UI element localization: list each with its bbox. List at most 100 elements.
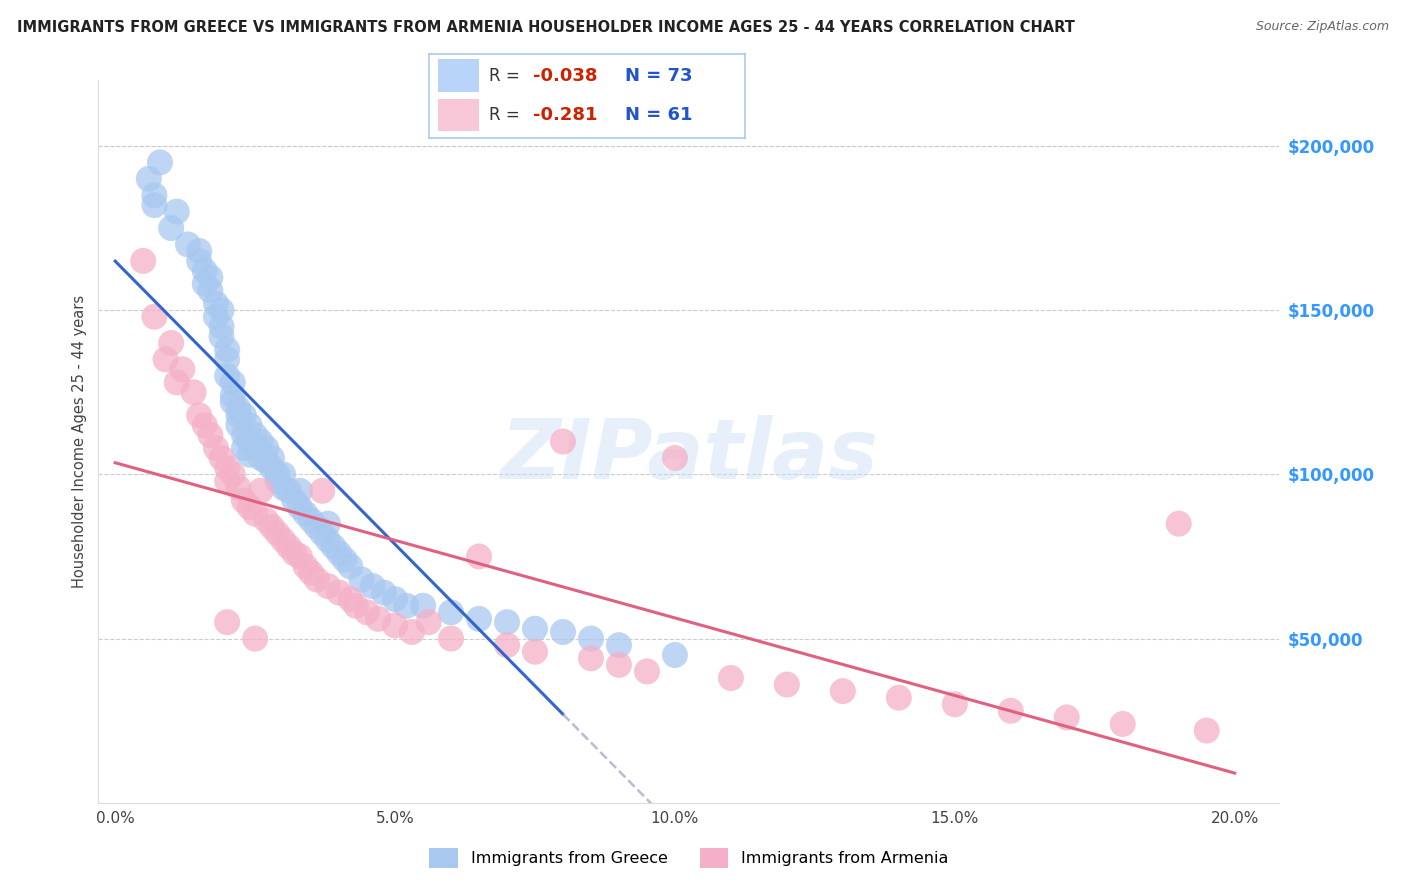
Point: [288, 500, 311, 515]
Point: [260, 450, 283, 465]
Point: [143, 310, 166, 324]
Point: [551, 625, 574, 640]
Point: [1000, 704, 1022, 718]
Point: [233, 409, 256, 423]
Point: [205, 441, 228, 455]
Point: [249, 434, 271, 449]
Point: [339, 559, 361, 574]
Point: [228, 418, 250, 433]
Point: [188, 409, 211, 423]
Point: [166, 204, 188, 219]
Y-axis label: Householder Income Ages 25 - 44 years: Householder Income Ages 25 - 44 years: [72, 295, 87, 588]
Point: [607, 657, 630, 672]
Point: [1167, 516, 1189, 531]
Point: [188, 244, 211, 258]
Point: [160, 221, 183, 235]
Point: [260, 520, 283, 534]
Point: [233, 441, 256, 455]
Point: [254, 454, 277, 468]
Point: [316, 579, 339, 593]
Point: [311, 483, 333, 498]
Point: [238, 500, 260, 515]
Point: [254, 513, 277, 527]
Point: [217, 615, 239, 630]
Point: [205, 310, 228, 324]
Point: [194, 277, 217, 291]
Point: [132, 253, 155, 268]
Text: ZIPatlas: ZIPatlas: [501, 416, 877, 497]
Point: [211, 319, 233, 334]
Point: [271, 481, 294, 495]
Point: [211, 450, 233, 465]
Point: [194, 418, 217, 433]
Point: [194, 264, 217, 278]
Text: N = 61: N = 61: [626, 106, 693, 124]
Point: [200, 270, 222, 285]
Point: [395, 599, 418, 613]
Point: [138, 171, 160, 186]
Point: [524, 645, 547, 659]
Point: [283, 546, 305, 560]
Point: [254, 441, 277, 455]
Point: [551, 434, 574, 449]
Point: [288, 549, 311, 564]
Point: [316, 533, 339, 547]
Point: [288, 483, 311, 498]
Point: [294, 559, 316, 574]
Point: [238, 448, 260, 462]
Point: [172, 362, 194, 376]
Point: [496, 638, 519, 652]
Point: [1056, 710, 1078, 724]
Point: [299, 566, 322, 580]
Point: [328, 546, 350, 560]
Point: [373, 585, 395, 599]
Point: [322, 540, 344, 554]
Point: [243, 441, 266, 455]
Point: [222, 395, 245, 409]
Point: [238, 418, 260, 433]
Point: [200, 284, 222, 298]
Point: [1112, 717, 1135, 731]
Point: [271, 467, 294, 482]
Point: [249, 483, 271, 498]
Point: [266, 526, 288, 541]
Point: [636, 665, 658, 679]
Point: [344, 599, 367, 613]
Point: [831, 684, 853, 698]
Point: [238, 434, 260, 449]
Point: [316, 516, 339, 531]
Text: IMMIGRANTS FROM GREECE VS IMMIGRANTS FROM ARMENIA HOUSEHOLDER INCOME AGES 25 - 4: IMMIGRANTS FROM GREECE VS IMMIGRANTS FRO…: [17, 20, 1074, 35]
Point: [776, 677, 799, 691]
Text: -0.281: -0.281: [533, 106, 598, 124]
Point: [664, 450, 686, 465]
Point: [579, 651, 602, 665]
Point: [211, 303, 233, 318]
Point: [217, 460, 239, 475]
Point: [468, 612, 491, 626]
Point: [233, 493, 256, 508]
Point: [160, 336, 183, 351]
Legend: Immigrants from Greece, Immigrants from Armenia: Immigrants from Greece, Immigrants from …: [423, 842, 955, 874]
Point: [440, 632, 463, 646]
Point: [339, 592, 361, 607]
Point: [328, 585, 350, 599]
Point: [177, 237, 200, 252]
Point: [361, 579, 384, 593]
Text: R =: R =: [489, 67, 524, 85]
Text: N = 73: N = 73: [626, 67, 693, 85]
Text: R =: R =: [489, 106, 524, 124]
Point: [418, 615, 440, 630]
Point: [217, 343, 239, 357]
Point: [607, 638, 630, 652]
Point: [283, 493, 305, 508]
Point: [222, 388, 245, 402]
Point: [356, 605, 378, 619]
Point: [260, 460, 283, 475]
Point: [412, 599, 434, 613]
Point: [496, 615, 519, 630]
Point: [211, 329, 233, 343]
Point: [1195, 723, 1218, 738]
Point: [468, 549, 491, 564]
Point: [887, 690, 910, 705]
Point: [228, 409, 250, 423]
